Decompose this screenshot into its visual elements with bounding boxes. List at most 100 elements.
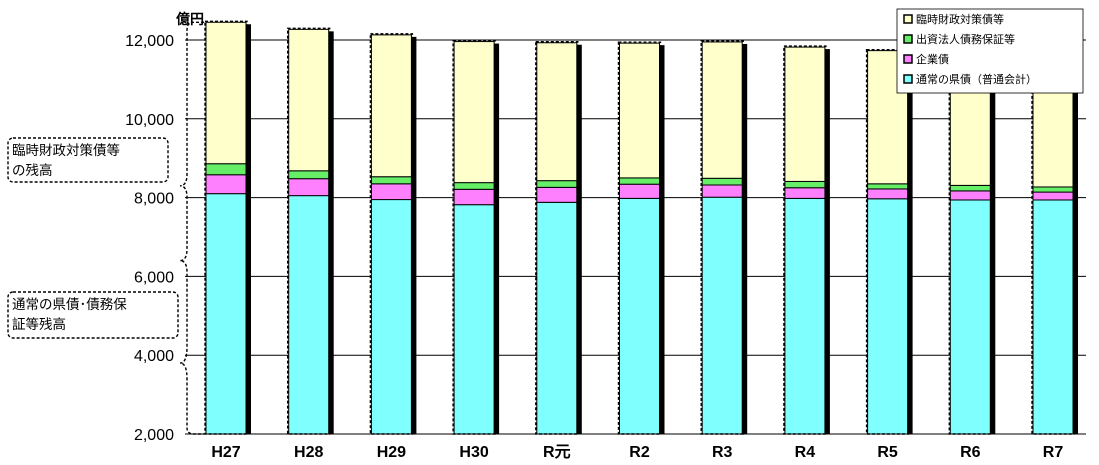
bar-segment — [453, 188, 495, 206]
x-tick-label: R2 — [629, 444, 650, 461]
bar-segment — [949, 184, 991, 192]
x-tick-label: R5 — [877, 444, 898, 461]
bar-segment — [453, 41, 495, 184]
x-tick-label: R元 — [543, 444, 571, 461]
bar-segment — [867, 183, 909, 190]
bar-segment — [784, 197, 826, 435]
bar-segment — [867, 188, 909, 200]
bar-segment — [784, 180, 826, 189]
legend-item: 臨時財政対策債等 — [903, 12, 1004, 26]
bar-segment — [205, 163, 247, 176]
legend-swatch — [903, 54, 913, 64]
bar-stack — [783, 45, 830, 435]
bar-segment — [370, 199, 412, 435]
bar-shadow — [328, 31, 334, 434]
x-tick-label: H29 — [377, 444, 406, 461]
bar-segment — [370, 34, 412, 178]
bar-segment — [1032, 199, 1074, 435]
bar-outline — [287, 27, 331, 435]
x-axis-ticks: H27 H28 H29 H30 R元 R2 R3 R4 R5 R6 R7 — [211, 444, 1063, 461]
bar-stack — [948, 50, 996, 435]
legend-swatch — [903, 14, 913, 24]
x-tick-label: H30 — [459, 444, 488, 461]
bar-segment — [288, 195, 330, 435]
x-tick-label: R6 — [960, 444, 981, 461]
bar-segment — [701, 196, 743, 435]
bar-segment — [1032, 186, 1074, 193]
x-tick-label: R7 — [1043, 444, 1064, 461]
y-tick-label: 6,000 — [134, 269, 174, 286]
bar-shadow — [824, 49, 830, 434]
legend-box — [896, 8, 1084, 94]
bar-shadow — [576, 44, 582, 435]
y-tick-label: 4,000 — [134, 348, 174, 365]
bar-stack — [204, 20, 251, 435]
callout-text: の残高 — [12, 162, 53, 179]
bracket — [179, 21, 204, 435]
bar-stack — [865, 48, 913, 435]
x-tick-label: R3 — [712, 444, 733, 461]
bar-segment — [453, 204, 495, 435]
bar-shadow — [990, 54, 996, 434]
legend-swatch — [903, 34, 913, 44]
bar-shadow — [494, 43, 500, 435]
legend-label: 出資法人債務保証等 — [916, 32, 1015, 46]
bar-segment — [784, 187, 826, 199]
callout-box — [7, 291, 179, 339]
callout-box — [7, 137, 169, 183]
bar-segment — [784, 46, 826, 182]
y-tick-label: 12,000 — [125, 33, 174, 50]
bar-segment — [619, 177, 660, 185]
bar-segment — [205, 21, 247, 165]
bar-segment — [619, 42, 660, 179]
bar-outline — [865, 48, 910, 435]
bar-outline — [452, 39, 496, 435]
legend-label: 通常の県債（普通会計） — [916, 72, 1037, 86]
bar-segment — [370, 176, 412, 185]
bar-shadow — [1073, 56, 1078, 435]
legend-item: 出資法人債務保証等 — [903, 32, 1015, 46]
legend-item: 企業債 — [903, 52, 949, 66]
bar-segment — [288, 178, 330, 197]
bar-stack — [535, 41, 582, 435]
unit-label: 億円 — [176, 11, 204, 28]
bar-stack — [287, 27, 334, 435]
bracket-layer — [179, 21, 204, 435]
bar-stack — [1031, 52, 1078, 435]
callout-text: 証等残高 — [12, 316, 66, 333]
bar-segment — [701, 41, 743, 179]
x-tick-label: H27 — [211, 444, 240, 461]
bar-segment — [949, 199, 991, 435]
bar-outline — [700, 40, 744, 435]
bar-segment — [288, 28, 330, 172]
bar-segment — [867, 198, 909, 435]
bar-segment — [1032, 191, 1074, 201]
bar-outline — [535, 41, 579, 435]
callout-text: 通常の県債･債務保 — [12, 297, 127, 313]
x-tick-label: H28 — [294, 444, 323, 461]
legend-label: 臨時財政対策債等 — [916, 12, 1004, 26]
bar-stack — [369, 33, 417, 435]
bar-segment — [205, 174, 247, 195]
bar-outline — [617, 41, 662, 435]
legend-label: 企業債 — [916, 52, 949, 66]
bar-segment — [536, 186, 578, 203]
bar-segment — [288, 170, 330, 180]
y-tick-label: 2,000 — [134, 427, 174, 444]
bar-segment — [619, 183, 660, 199]
bar-segment — [370, 183, 412, 201]
bar-stack — [452, 39, 500, 435]
y-axis-ticks: 2,000 4,000 6,000 8,000 10,000 12,000 — [125, 33, 174, 444]
bar-stack — [617, 41, 665, 435]
y-tick-label: 8,000 — [134, 191, 174, 208]
bar-segment — [453, 182, 495, 190]
bar-segment — [205, 193, 247, 435]
bar-segment — [536, 42, 578, 182]
bar-shadow — [411, 36, 417, 435]
